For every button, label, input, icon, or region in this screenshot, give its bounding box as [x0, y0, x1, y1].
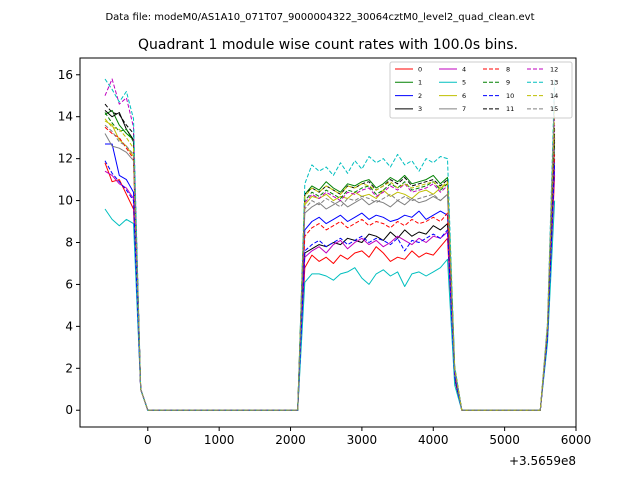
y-axis-ticks: 0 2 4 6 8 10 12 14 16: [58, 68, 80, 417]
series-line-10: [104, 160, 556, 411]
y-tick-label: 0: [65, 403, 73, 417]
x-tick-label: 3000: [347, 433, 378, 447]
series-line-4: [104, 169, 556, 411]
y-tick-label: 8: [65, 236, 73, 250]
x-tick-label: 2000: [275, 433, 306, 447]
legend-label-15: 15: [550, 105, 558, 113]
y-tick-label: 16: [58, 68, 73, 82]
x-tick-label: 4000: [418, 433, 449, 447]
x-tick-label: 1000: [204, 433, 235, 447]
legend-label-4: 4: [462, 65, 466, 73]
legend-label-14: 14: [550, 92, 558, 100]
y-tick-label: 10: [58, 194, 73, 208]
legend-label-7: 7: [462, 105, 466, 113]
legend-label-3: 3: [418, 105, 422, 113]
legend-box: [389, 61, 573, 119]
figure-suptitle: Data file: modeM0/AS1A10_071T07_90000043…: [105, 12, 534, 23]
series-line-11: [104, 103, 556, 411]
y-tick-label: 14: [58, 110, 73, 124]
legend-label-12: 12: [550, 65, 558, 73]
legend-label-8: 8: [506, 65, 510, 73]
x-tick-label: 5000: [489, 433, 520, 447]
series-line-5: [104, 200, 556, 411]
series-line-6: [104, 120, 556, 411]
y-tick-label: 2: [65, 361, 73, 375]
legend-label-9: 9: [506, 79, 510, 87]
y-tick-label: 12: [58, 152, 73, 166]
series-line-14: [104, 108, 556, 411]
plot-lines: [104, 78, 556, 411]
series-line-15: [104, 91, 556, 411]
x-axis-ticks: 0 1000 2000 3000 4000 5000 6000: [144, 427, 591, 447]
legend-label-1: 1: [418, 79, 422, 87]
series-line-9: [104, 112, 556, 411]
series-line-2: [105, 143, 556, 411]
legend-label-13: 13: [550, 79, 558, 87]
legend-label-5: 5: [462, 79, 466, 87]
legend-label-0: 0: [418, 65, 422, 73]
series-line-7: [104, 133, 556, 411]
legend-label-2: 2: [418, 92, 422, 100]
chart-title: Quadrant 1 module wise count rates with …: [138, 37, 518, 53]
y-tick-label: 6: [65, 277, 73, 291]
x-tick-label: 0: [144, 433, 152, 447]
legend-label-6: 6: [462, 92, 466, 100]
legend-label-10: 10: [506, 92, 514, 100]
series-line-0: [104, 162, 556, 411]
legend-label-11: 11: [506, 105, 514, 113]
x-axis-offset-label: +3.5659e8: [509, 454, 576, 468]
y-tick-label: 4: [65, 319, 73, 333]
x-tick-label: 6000: [561, 433, 592, 447]
series-line-8: [104, 126, 556, 411]
